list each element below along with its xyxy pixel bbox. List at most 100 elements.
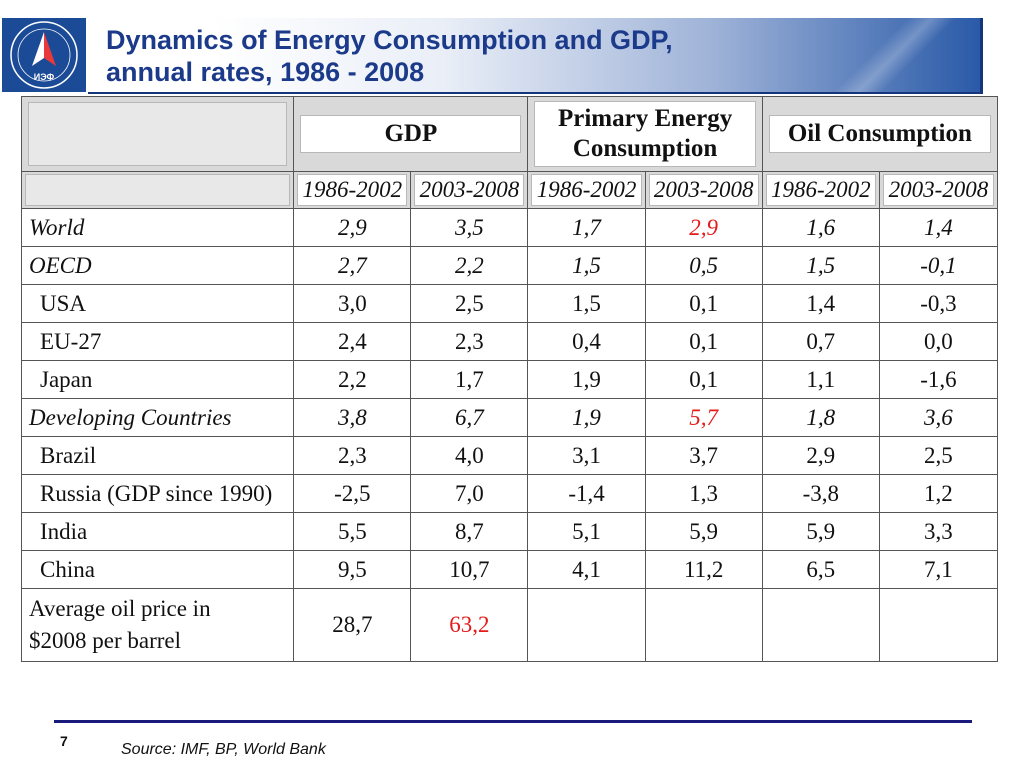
- row-label: Developing Countries: [20, 398, 295, 437]
- table-cell-empty: [527, 588, 646, 662]
- table-cell: 5,9: [761, 512, 880, 551]
- header-blank-cell: [20, 96, 295, 172]
- table-cell: 0,5: [644, 246, 763, 285]
- table-row-china: China 9,5 10,7 4,1 11,2 6,5 7,1: [20, 550, 999, 589]
- period-header-cell: 1986-2002: [761, 171, 880, 209]
- table-cell-highlight: 63,2: [410, 588, 529, 662]
- table-cell: 4,1: [527, 550, 646, 589]
- table-cell: 3,1: [527, 436, 646, 475]
- table-cell: -0,3: [878, 284, 999, 323]
- table-cell: 1,9: [527, 398, 646, 437]
- table-cell: 0,7: [761, 322, 880, 361]
- table-cell: 1,8: [761, 398, 880, 437]
- page-number: 7: [60, 733, 68, 749]
- table-cell: 0,1: [644, 360, 763, 399]
- table-cell: 3,3: [878, 512, 999, 551]
- table-cell-highlight: 5,7: [644, 398, 763, 437]
- row-label: Brazil: [20, 436, 295, 475]
- table-cell: 6,5: [761, 550, 880, 589]
- table-cell: 2,5: [410, 284, 529, 323]
- table-cell: 1,7: [410, 360, 529, 399]
- table-cell: 1,4: [878, 208, 999, 247]
- table-cell: 0,4: [527, 322, 646, 361]
- source-note: Source: IMF, BP, World Bank: [121, 741, 326, 758]
- row-label: China: [20, 550, 295, 589]
- period-header-cell: 2003-2008: [878, 171, 999, 209]
- table-cell: 2,2: [293, 360, 412, 399]
- table-cell: -2,5: [293, 474, 412, 513]
- table-cell: 9,5: [293, 550, 412, 589]
- table-cell: -3,8: [761, 474, 880, 513]
- period-label: 1986-2002: [765, 174, 876, 206]
- table-cell: 1,2: [878, 474, 999, 513]
- table-cell: -1,4: [527, 474, 646, 513]
- table-cell: 1,5: [527, 246, 646, 285]
- period-header-cell: 1986-2002: [293, 171, 412, 209]
- table-cell: 1,5: [761, 246, 880, 285]
- table-row-eu27: EU-27 2,4 2,3 0,4 0,1 0,7 0,0: [20, 322, 999, 361]
- table-cell: 11,2: [644, 550, 763, 589]
- table-cell: 2,3: [293, 436, 412, 475]
- table-cell: 3,5: [410, 208, 529, 247]
- row-label: OECD: [20, 246, 295, 285]
- table-cell: 3,7: [644, 436, 763, 475]
- table-cell: 2,5: [878, 436, 999, 475]
- table-row-brazil: Brazil 2,3 4,0 3,1 3,7 2,9 2,5: [20, 436, 999, 475]
- table-cell: 2,7: [293, 246, 412, 285]
- table-cell: 8,7: [410, 512, 529, 551]
- period-header-row: 1986-2002 2003-2008 1986-2002 2003-2008 …: [20, 171, 999, 209]
- group-header-row: GDP Primary Energy Consumption Oil Consu…: [20, 96, 999, 172]
- table-cell-empty: [644, 588, 763, 662]
- period-label: 1986-2002: [531, 174, 642, 206]
- table-cell: 2,9: [761, 436, 880, 475]
- row-label: USA: [20, 284, 295, 323]
- table-cell: 1,9: [527, 360, 646, 399]
- table-cell: 2,2: [410, 246, 529, 285]
- period-label: 2003-2008: [648, 174, 759, 206]
- table-cell: 7,1: [878, 550, 999, 589]
- table-cell: 2,3: [410, 322, 529, 361]
- period-label: 1986-2002: [297, 174, 408, 206]
- energy-gdp-table: GDP Primary Energy Consumption Oil Consu…: [20, 96, 999, 662]
- table-cell: 1,6: [761, 208, 880, 247]
- title-band: [88, 18, 983, 94]
- table-cell: 7,0: [410, 474, 529, 513]
- table-cell: 10,7: [410, 550, 529, 589]
- row-label: India: [20, 512, 295, 551]
- table-cell: -1,6: [878, 360, 999, 399]
- table-cell: 0,1: [644, 284, 763, 323]
- table-cell: 5,5: [293, 512, 412, 551]
- table-row-russia: Russia (GDP since 1990) -2,5 7,0 -1,4 1,…: [20, 474, 999, 513]
- period-blank-cell: [20, 171, 295, 209]
- group-header-label: Oil Consumption: [768, 115, 991, 153]
- period-label: 2003-2008: [882, 174, 994, 206]
- table-row-india: India 5,5 8,7 5,1 5,9 5,9 3,3: [20, 512, 999, 551]
- group-header-label: Primary Energy Consumption: [534, 101, 756, 167]
- table-cell-highlight: 2,9: [644, 208, 763, 247]
- table-cell: 1,4: [761, 284, 880, 323]
- footer-divider: [54, 720, 972, 723]
- table-cell: 1,3: [644, 474, 763, 513]
- table-cell: 1,5: [527, 284, 646, 323]
- table-cell: 1,7: [527, 208, 646, 247]
- table-row-oil-price: Average oil price in $2008 per barrel 28…: [20, 588, 999, 662]
- title-band-decoration: [810, 18, 980, 92]
- table-cell: 3,6: [878, 398, 999, 437]
- group-header-label: GDP: [300, 115, 522, 153]
- table-cell: 2,4: [293, 322, 412, 361]
- slide-title: Dynamics of Energy Consumption and GDP, …: [106, 25, 673, 87]
- table-cell: -0,1: [878, 246, 999, 285]
- group-header-gdp: GDP: [293, 96, 529, 172]
- table-cell-empty: [761, 588, 880, 662]
- period-header-cell: 2003-2008: [644, 171, 763, 209]
- table-cell: 5,1: [527, 512, 646, 551]
- table-cell: 3,0: [293, 284, 412, 323]
- table-cell: 2,9: [293, 208, 412, 247]
- table-cell: 6,7: [410, 398, 529, 437]
- table-cell: 0,1: [644, 322, 763, 361]
- institute-logo: ИЭФ: [2, 18, 86, 92]
- table-row-usa: USA 3,0 2,5 1,5 0,1 1,4 -0,3: [20, 284, 999, 323]
- period-label: 2003-2008: [414, 174, 525, 206]
- table-cell: 5,9: [644, 512, 763, 551]
- row-label: Russia (GDP since 1990): [20, 474, 295, 513]
